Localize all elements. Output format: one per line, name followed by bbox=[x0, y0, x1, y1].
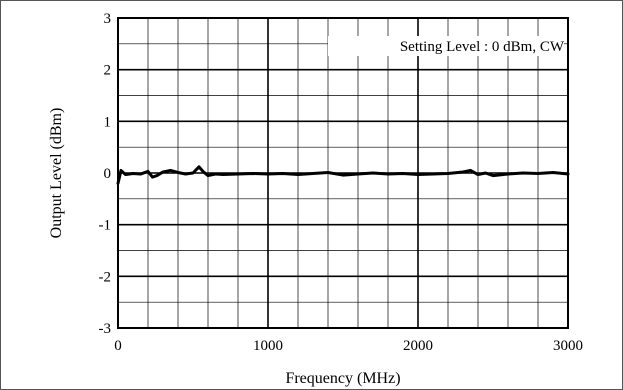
x-tick-label: 1000 bbox=[253, 338, 283, 354]
tick-labels: 0 1000 2000 3000 3 2 1 0 -1 -2 -3 bbox=[99, 11, 584, 354]
x-tick-label: 2000 bbox=[403, 338, 433, 354]
y-tick-label: 3 bbox=[104, 11, 112, 27]
series-line bbox=[116, 165, 570, 185]
y-tick-label: 0 bbox=[104, 166, 112, 182]
y-tick-label: -3 bbox=[99, 321, 112, 337]
y-tick-label: -2 bbox=[99, 269, 112, 285]
x-axis-label: Frequency (MHz) bbox=[285, 370, 400, 387]
x-tick-label: 3000 bbox=[553, 338, 583, 354]
y-tick-label: 1 bbox=[104, 114, 112, 130]
y-axis-label: Output Level (dBm) bbox=[48, 108, 65, 239]
x-tick-label: 0 bbox=[114, 338, 122, 354]
annotation-background bbox=[328, 36, 564, 56]
chart-annotation: Setting Level : 0 dBm, CW bbox=[400, 39, 565, 55]
y-tick-label: -1 bbox=[99, 218, 112, 234]
y-tick-label: 2 bbox=[104, 63, 112, 79]
